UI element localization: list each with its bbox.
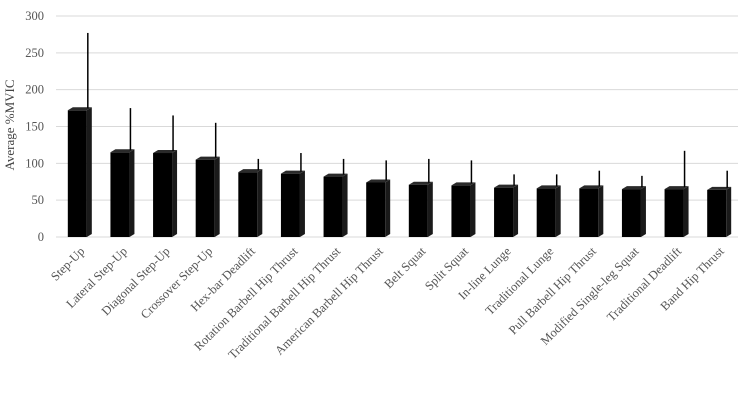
bars	[67, 107, 732, 237]
bar-front	[280, 173, 300, 237]
bar	[195, 156, 220, 237]
y-tick-label: 200	[25, 83, 44, 97]
bar	[110, 149, 135, 237]
x-tick-label: Crossover Step-Up	[138, 244, 215, 321]
bar	[238, 169, 263, 237]
bar-front	[323, 176, 343, 237]
y-tick-label: 0	[38, 230, 44, 244]
bar	[451, 182, 476, 237]
x-tick-label: Step-Up	[48, 244, 87, 283]
bar-top	[621, 186, 646, 190]
bar-top	[195, 156, 220, 160]
bar	[67, 107, 92, 237]
bar	[408, 181, 433, 237]
bar	[153, 150, 178, 237]
bar-side	[385, 179, 391, 237]
bar-side	[598, 185, 604, 237]
bar-side	[257, 169, 263, 237]
bar-side	[726, 186, 732, 237]
bar-top	[366, 179, 391, 183]
bar-side	[214, 156, 220, 237]
bar-top	[110, 149, 135, 153]
bar-front	[366, 182, 386, 237]
error-bars	[87, 32, 728, 188]
bar-side	[342, 173, 348, 237]
bar-front	[153, 153, 173, 237]
bar-front	[408, 184, 428, 237]
bar-top	[238, 169, 263, 173]
bar-side	[172, 150, 178, 237]
bar-top	[280, 170, 305, 174]
y-axis-label: Average %MVIC	[2, 79, 17, 170]
bar	[366, 179, 391, 237]
y-tick-label: 50	[32, 193, 45, 207]
bar-side	[555, 185, 561, 237]
bar	[707, 186, 732, 237]
y-tick-label: 100	[25, 156, 44, 170]
bar-top	[153, 150, 178, 154]
bar-front	[621, 189, 641, 237]
bar-side	[513, 184, 519, 237]
bar-front	[579, 188, 599, 237]
y-tick-label: 150	[25, 120, 44, 134]
bar-front	[195, 159, 215, 237]
bar-side	[640, 186, 646, 237]
bar	[579, 185, 604, 237]
y-tick-label: 250	[25, 46, 44, 60]
bar-side	[683, 186, 689, 237]
bar	[621, 186, 646, 237]
bar-top	[579, 185, 604, 189]
bar-top	[664, 186, 689, 190]
bar-top	[408, 181, 433, 185]
bar-top	[323, 173, 348, 177]
bar-top	[451, 182, 476, 186]
bar-front	[707, 189, 727, 237]
bar	[494, 184, 519, 237]
bar-front	[664, 189, 684, 237]
bar-front	[451, 185, 471, 237]
bar-top	[67, 107, 92, 111]
bar-front	[536, 188, 556, 237]
y-axis-ticks: 0 50 100 150 200 250 300	[25, 9, 44, 244]
bar-front	[110, 152, 130, 237]
bar-side	[129, 149, 135, 237]
bar-side	[299, 170, 305, 237]
x-tick-label: Traditional Deadlift	[604, 244, 684, 324]
bar-side	[86, 107, 92, 237]
bar-front	[494, 187, 514, 237]
bar-side	[427, 181, 433, 237]
bar-side	[470, 182, 476, 237]
bar-top	[707, 186, 732, 190]
bar	[536, 185, 561, 237]
bar-front	[238, 172, 258, 237]
bar	[280, 170, 305, 237]
y-tick-label: 300	[25, 9, 44, 23]
bar-top	[536, 185, 561, 189]
bar-front	[67, 110, 87, 237]
bar	[664, 186, 689, 237]
bar-top	[494, 184, 519, 188]
bar	[323, 173, 348, 237]
